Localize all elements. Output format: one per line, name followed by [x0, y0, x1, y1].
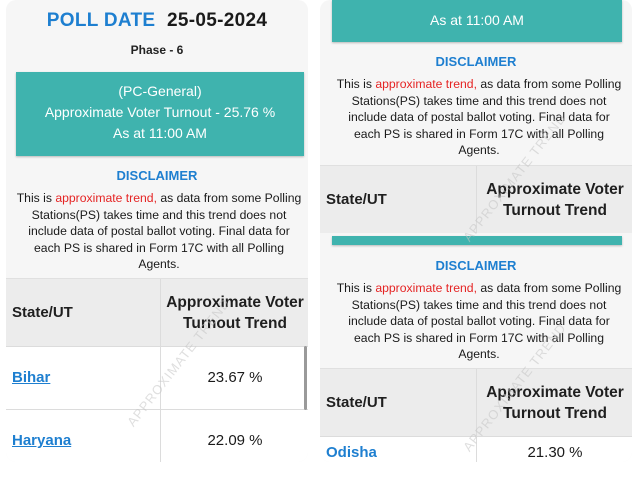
disclaimer-title: DISCLAIMER — [435, 54, 517, 69]
col-header-trend: Approximate Voter Turnout Trend — [486, 384, 624, 422]
disclaimer-text: This is approximate trend, as data from … — [16, 191, 302, 271]
banner-time: As at 11:00 AM — [430, 12, 524, 28]
turnout-banner: (PC-General) Approximate Voter Turnout -… — [16, 72, 304, 156]
turnout-value: 23.67 % — [207, 369, 263, 386]
poll-date-label: POLL DATE — [46, 10, 156, 31]
table-row[interactable]: Bihar 23.67 % — [6, 346, 308, 409]
banner-time: As at 11:00 AM — [113, 125, 207, 141]
col-header-trend: Approximate Voter Turnout Trend — [486, 181, 624, 219]
right-screenshot-panel: As at 11:00 AM DISCLAIMER This is approx… — [320, 0, 632, 462]
scrollbar[interactable] — [304, 346, 307, 410]
table-header: State/UT Approximate Voter Turnout Trend — [6, 278, 308, 346]
state-link-odisha[interactable]: Odisha — [326, 444, 377, 461]
state-link-bihar[interactable]: Bihar — [12, 369, 51, 386]
col-header-state: State/UT — [326, 394, 387, 411]
table-row[interactable]: Odisha 21.30 % — [320, 436, 632, 462]
disclaimer-highlight: approximate trend, — [55, 191, 157, 205]
disclaimer-title: DISCLAIMER — [435, 258, 517, 273]
banner-category: (PC-General) — [118, 83, 202, 99]
column-divider — [160, 279, 161, 346]
disclaimer-text: This is approximate trend, as data from … — [336, 77, 622, 157]
disclaimer-highlight: approximate trend, — [375, 281, 477, 295]
banner-turnout: Approximate Voter Turnout - 25.76 % — [44, 104, 276, 120]
col-header-state: State/UT — [326, 191, 387, 208]
turnout-banner: As at 11:00 AM — [332, 0, 622, 42]
table-header: State/UT Approximate Voter Turnout Trend — [320, 165, 632, 233]
state-link-haryana[interactable]: Haryana — [12, 432, 72, 449]
poll-date-heading: POLL DATE 25-05-2024 — [6, 10, 308, 32]
column-divider — [160, 347, 161, 409]
disclaimer-text: This is approximate trend, as data from … — [336, 281, 622, 361]
table-header: State/UT Approximate Voter Turnout Trend — [320, 368, 632, 436]
col-header-state: State/UT — [12, 304, 73, 321]
col-header-trend: Approximate Voter Turnout Trend — [166, 294, 304, 332]
phase-label: Phase - 6 — [130, 43, 184, 57]
poll-date-value: 25-05-2024 — [167, 10, 268, 31]
turnout-value: 22.09 % — [207, 432, 263, 449]
turnout-value: 21.30 % — [527, 444, 583, 461]
column-divider — [476, 166, 477, 233]
disclaimer-highlight: approximate trend, — [375, 77, 477, 91]
table-row[interactable]: Haryana 22.09 % — [6, 409, 308, 462]
left-screenshot-panel: POLL DATE 25-05-2024 Phase - 6 (PC-Gener… — [6, 0, 308, 462]
column-divider — [476, 369, 477, 436]
disclaimer-title: DISCLAIMER — [116, 168, 198, 183]
teal-divider-strip — [332, 236, 622, 245]
column-divider — [160, 410, 161, 462]
column-divider — [476, 437, 477, 462]
